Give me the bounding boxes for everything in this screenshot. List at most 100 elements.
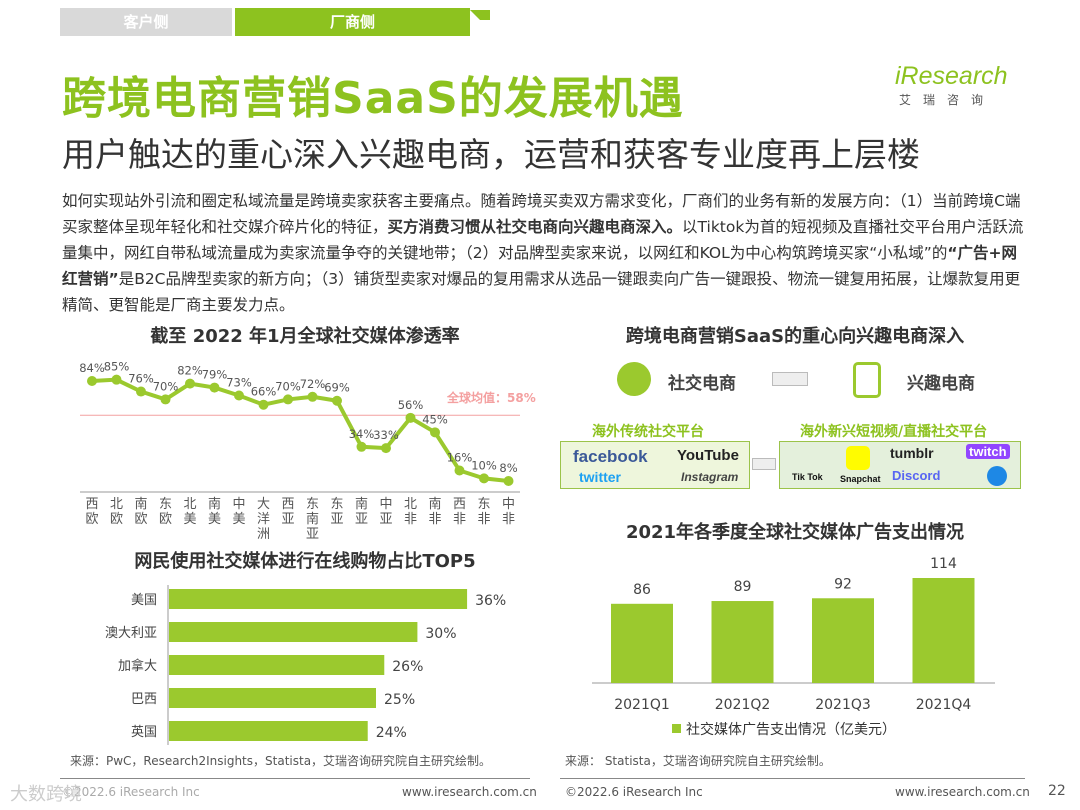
data-label: 84% xyxy=(79,361,105,375)
value-label: 114 xyxy=(930,556,957,572)
intro-paragraph: 如何实现站外引流和圈定私域流量是跨境卖家获客主要痛点。随着跨境买卖双方需求变化，… xyxy=(62,188,1030,318)
reference-label: 全球均值：58% xyxy=(446,390,536,405)
category-label: 英国 xyxy=(131,725,157,740)
hbar-chart-title: 网民使用社交媒体进行在线购物占比TOP5 xyxy=(134,551,476,572)
instagram-logo: Instagram xyxy=(681,470,739,484)
messenger-icon xyxy=(987,466,1007,486)
data-label: 72% xyxy=(300,377,326,391)
legend-swatch xyxy=(672,724,681,733)
data-label: 82% xyxy=(177,364,203,378)
facebook-logo: facebook xyxy=(573,447,648,466)
x-tick-label: 东欧 xyxy=(159,497,172,527)
category-label: 2021Q2 xyxy=(715,697,771,713)
tab-arrow-decoration xyxy=(470,10,490,20)
para-text: 如何实现站外引流和圈定私域流量是跨境卖家获客主要痛点。随着跨境买卖双方需求变化，… xyxy=(62,192,1021,236)
x-tick-label: 西亚 xyxy=(281,497,294,527)
value-label: 30% xyxy=(425,626,456,642)
data-point xyxy=(454,465,465,476)
diagram-title: 跨境电商营销SaaS的重心向兴趣电商深入 xyxy=(625,326,965,347)
youtube-logo: YouTube xyxy=(677,447,739,464)
source-left: 来源：PwC，Research2Insights，Statista，艾瑞咨询研究… xyxy=(70,754,492,768)
category-label: 2021Q3 xyxy=(815,697,871,713)
interest-commerce-label: 兴趣电商 xyxy=(907,374,975,394)
footer-divider xyxy=(560,778,1025,779)
data-point xyxy=(405,412,416,423)
value-label: 86 xyxy=(633,582,651,598)
source-right: 来源： Statista，艾瑞咨询研究院自主研究绘制。 xyxy=(565,754,831,768)
x-tick-label: 南亚 xyxy=(355,496,368,527)
data-point xyxy=(111,374,122,385)
bar xyxy=(169,622,418,642)
tab-customer-side[interactable]: 客户侧 xyxy=(60,8,232,36)
data-label: 76% xyxy=(128,372,154,386)
value-label: 26% xyxy=(392,659,423,675)
data-label: 34% xyxy=(349,427,375,441)
bar xyxy=(912,578,975,683)
url-left[interactable]: www.iresearch.com.cn xyxy=(402,785,537,799)
value-label: 24% xyxy=(376,725,407,741)
legend-label: 社交媒体广告支出情况（亿美元） xyxy=(686,722,896,738)
data-point xyxy=(258,399,269,410)
data-point xyxy=(185,378,195,389)
data-point xyxy=(136,386,146,397)
bar xyxy=(611,603,673,683)
data-label: 85% xyxy=(104,360,130,374)
traditional-platforms-box: facebook YouTube twitter Instagram xyxy=(560,441,750,489)
discord-logo: Discord xyxy=(892,468,941,483)
tab-vendor-side[interactable]: 厂商侧 xyxy=(235,8,470,36)
x-tick-label: 北非 xyxy=(404,497,417,527)
data-point xyxy=(307,391,318,402)
category-label: 巴西 xyxy=(131,692,157,707)
bar xyxy=(169,688,376,708)
logo-cn: 艾瑞咨询 xyxy=(899,93,996,107)
x-tick-label: 西欧 xyxy=(85,497,98,527)
phone-money-icon xyxy=(853,362,881,398)
bar xyxy=(711,601,774,683)
x-tick-label: 东非 xyxy=(477,497,490,527)
url-right[interactable]: www.iresearch.com.cn xyxy=(895,785,1030,799)
page-title: 跨境电商营销SaaS的发展机遇 xyxy=(62,73,684,124)
footer-divider xyxy=(60,778,530,779)
arrow-right-icon xyxy=(772,372,808,386)
data-point xyxy=(381,443,391,454)
vbar-chart-title: 2021年各季度全球社交媒体广告支出情况 xyxy=(625,522,965,543)
tiktok-logo: Tik Tok xyxy=(792,472,823,482)
x-tick-label: 北欧 xyxy=(110,497,123,527)
data-label: 73% xyxy=(226,375,252,389)
arrow-right-icon xyxy=(752,458,776,470)
para-text: 是B2C品牌型卖家的新方向；（3）铺货型卖家对爆品的复用需求从选品一键跟卖向广告… xyxy=(62,270,1021,314)
data-point xyxy=(356,441,367,452)
social-commerce-label: 社交电商 xyxy=(668,374,736,394)
data-label: 79% xyxy=(202,368,228,382)
x-tick-label: 西非 xyxy=(453,497,466,527)
value-label: 89 xyxy=(734,579,752,595)
data-label: 70% xyxy=(275,379,301,393)
twitch-logo: twitch xyxy=(966,444,1010,459)
data-label: 69% xyxy=(324,381,350,395)
x-tick-label: 大洋洲 xyxy=(257,497,270,542)
data-label: 10% xyxy=(471,458,497,472)
data-point xyxy=(209,382,220,393)
data-label: 56% xyxy=(398,398,424,412)
emerging-platforms-label: 海外新兴短视频/直播社交平台 xyxy=(800,424,988,440)
data-point xyxy=(430,427,440,438)
category-label: 2021Q4 xyxy=(916,697,972,713)
copyright-left: ©2022.6 iResearch Inc xyxy=(62,785,200,799)
x-tick-label: 中亚 xyxy=(379,497,392,527)
emerging-platforms-box: Tik Tok Snapchat tumblr twitch Discord xyxy=(779,441,1021,489)
x-tick-label: 东亚 xyxy=(330,497,343,527)
iresearch-logo: iResearch 艾瑞咨询 xyxy=(895,62,1025,108)
x-tick-label: 北美 xyxy=(183,497,196,527)
data-point xyxy=(87,376,97,386)
data-label: 33% xyxy=(373,428,399,442)
twitter-logo: twitter xyxy=(579,469,621,485)
data-point xyxy=(160,394,171,405)
value-label: 25% xyxy=(384,692,415,708)
tumblr-logo: tumblr xyxy=(890,445,934,461)
category-label: 2021Q1 xyxy=(614,697,670,713)
line-chart-title: 截至 2022 年1月全球社交媒体渗透率 xyxy=(150,326,460,347)
snapchat-icon xyxy=(846,446,870,470)
x-tick-label: 南非 xyxy=(428,496,441,527)
para-text: 以Tiktok为首的短视频及直播社交平台用户活跃流量集中，网红自带私域流量成为卖… xyxy=(62,218,1024,262)
